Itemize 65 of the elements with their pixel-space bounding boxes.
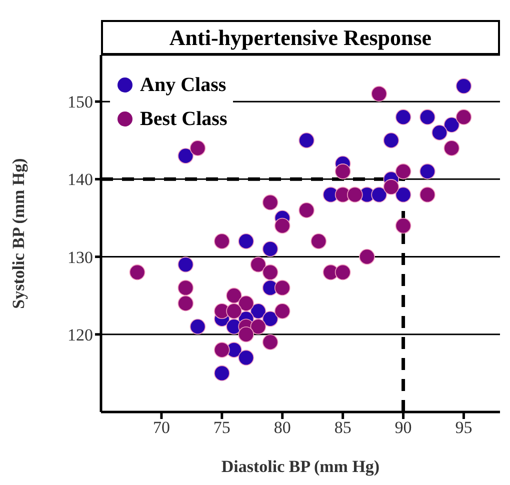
point	[129, 264, 146, 280]
point	[420, 186, 436, 203]
point	[371, 86, 387, 102]
point	[298, 132, 314, 148]
point	[383, 179, 400, 195]
y-tick-label: 150	[68, 92, 93, 112]
point	[395, 109, 412, 125]
point	[214, 342, 230, 358]
y-tick-label: 130	[68, 248, 93, 267]
x-tick-label: 70	[152, 418, 170, 438]
point	[395, 186, 412, 203]
point	[262, 194, 278, 210]
point	[238, 233, 254, 250]
point	[178, 280, 194, 296]
point	[444, 140, 460, 156]
point	[226, 288, 242, 304]
point	[238, 326, 254, 342]
point	[262, 241, 278, 257]
point	[456, 109, 472, 125]
point	[226, 303, 242, 320]
point	[190, 318, 206, 335]
point	[178, 256, 194, 272]
point	[190, 140, 206, 156]
point	[178, 148, 194, 164]
x-tick-label: 80	[274, 418, 291, 438]
x-axis-title: Diastolic BP (mm Hg)	[221, 457, 380, 476]
point	[178, 295, 194, 312]
point	[456, 78, 472, 94]
point	[371, 186, 387, 203]
point	[250, 303, 266, 320]
y-tick-label: 140	[68, 170, 93, 190]
point	[250, 256, 266, 272]
point	[395, 164, 412, 180]
legend-label: Best Class	[140, 107, 228, 132]
point	[359, 248, 375, 265]
x-tick-label: 75	[213, 418, 230, 438]
point	[274, 303, 290, 320]
point	[310, 233, 327, 250]
point	[420, 109, 436, 125]
point	[238, 350, 254, 366]
x-tick-label: 95	[455, 418, 472, 438]
point	[432, 124, 448, 141]
x-tick-label: 90	[394, 418, 412, 438]
point	[383, 132, 400, 148]
point	[274, 280, 290, 296]
point	[298, 202, 314, 218]
y-axis-title: Systolic BP (mm Hg)	[9, 158, 28, 309]
y-tick-label: 120	[68, 325, 93, 344]
chart-title: Anti-hypertensive Response	[101, 20, 500, 55]
point	[334, 264, 351, 280]
point	[262, 264, 278, 280]
point	[214, 365, 230, 382]
point	[395, 218, 412, 234]
point	[238, 295, 254, 312]
point	[334, 164, 351, 180]
point	[274, 218, 290, 234]
point	[262, 310, 278, 327]
point	[214, 233, 230, 250]
x-tick-label: 85	[334, 418, 352, 438]
point	[262, 334, 278, 350]
legend-label: Any Class	[140, 73, 226, 98]
point	[347, 186, 363, 203]
point	[250, 318, 266, 335]
point	[444, 116, 460, 133]
point	[420, 164, 436, 180]
